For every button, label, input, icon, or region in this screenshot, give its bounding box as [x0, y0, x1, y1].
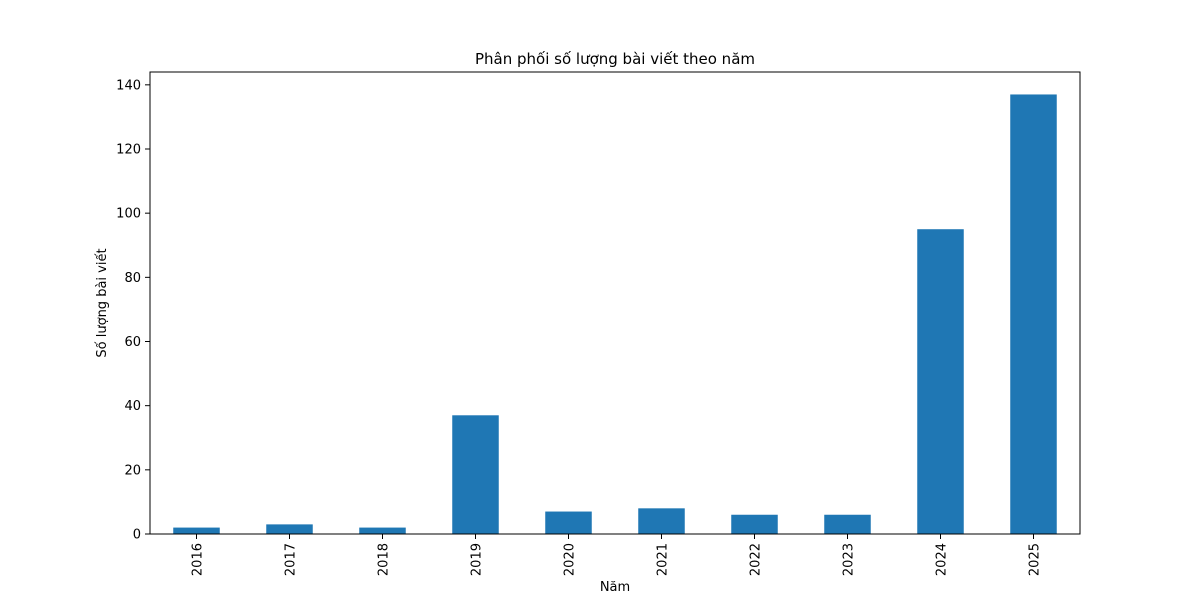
bar-2019	[452, 415, 499, 534]
y-axis: 0 20 40 60 80 100 120 140	[116, 78, 150, 543]
x-axis: 2016 2017 2018 2019 2020 2021 2022 2023 2024 2025	[191, 534, 1043, 576]
y-tick-label: 80	[124, 271, 141, 286]
bar-2023	[824, 514, 871, 534]
bar-2024	[917, 229, 964, 534]
y-tick-label: 140	[116, 78, 141, 93]
bars-layer	[173, 94, 1057, 535]
y-tick-label: 40	[124, 399, 141, 414]
x-tick-label: 2022	[749, 543, 764, 576]
y-tick-label: 100	[116, 207, 141, 222]
x-tick-label: 2017	[284, 543, 299, 576]
x-axis-label: Năm	[600, 580, 630, 595]
plot-area-frame	[149, 71, 1081, 535]
bar-2020	[545, 511, 592, 534]
y-axis-label: Số lượng bài viết	[95, 248, 110, 357]
bar-2016	[173, 527, 220, 534]
x-tick-label: 2020	[563, 543, 578, 576]
x-tick-label: 2019	[470, 543, 485, 576]
y-tick-label: 120	[116, 143, 141, 158]
bar-2025	[1010, 94, 1057, 535]
x-tick-label: 2024	[935, 543, 950, 576]
bar-2018	[359, 527, 406, 534]
y-tick-label: 20	[124, 463, 141, 478]
y-tick-label: 0	[133, 528, 141, 543]
x-tick-label: 2025	[1028, 543, 1043, 576]
y-tick-label: 60	[124, 335, 141, 350]
chart-title: Phân phối số lượng bài viết theo năm	[475, 50, 755, 68]
x-tick-label: 2023	[842, 543, 857, 576]
bar-2017	[266, 524, 313, 535]
bar-2022	[731, 514, 778, 534]
x-tick-label: 2018	[377, 543, 392, 576]
x-tick-label: 2021	[656, 543, 671, 576]
x-tick-label: 2016	[191, 543, 206, 576]
bar-2021	[638, 508, 685, 534]
